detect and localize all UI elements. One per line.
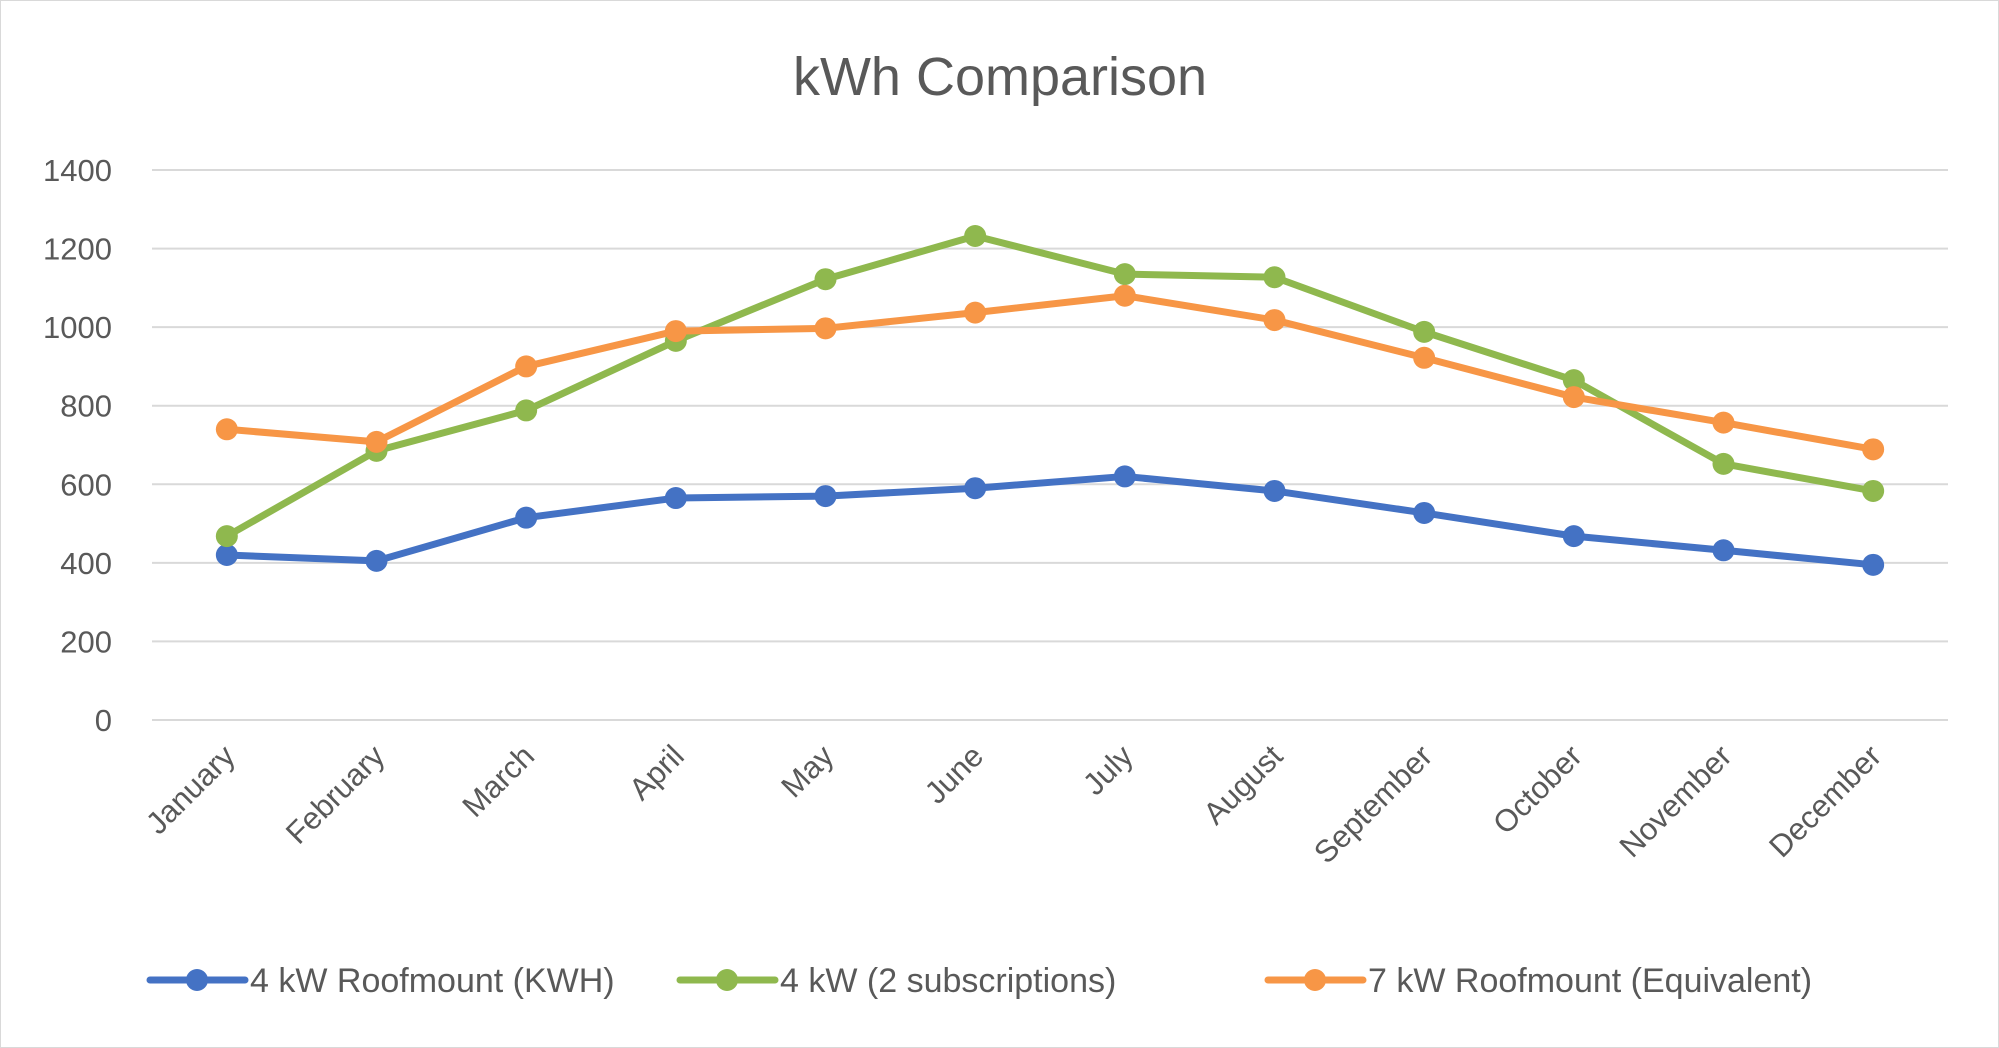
legend-swatch-marker [1304,969,1326,991]
data-point [215,418,238,441]
x-tick-label: February [279,738,392,851]
series-2 [215,225,1885,548]
x-tick-label: June [918,738,990,810]
data-point [365,549,388,572]
data-point [814,268,837,291]
x-axis: January February March April May June July Augu… [139,738,1888,870]
data-point [365,430,388,453]
data-point [964,477,987,500]
data-point [964,225,987,247]
y-axis: 0 200 400 600 800 1000 1200 1400 [43,153,112,738]
series-line [223,472,1877,569]
data-point [1562,369,1585,392]
data-point [964,301,987,324]
data-point [1862,438,1885,461]
data-point [1113,284,1136,307]
legend: 4 kW Roofmount (KWH) 4 kW (2 subscription… [146,962,1812,1000]
data-point [814,317,837,340]
legend-label: 7 kW Roofmount (Equivalent) [1368,962,1812,1000]
data-point [1862,553,1885,576]
data-point [1862,479,1885,502]
data-point [215,544,238,566]
x-tick-label: October [1486,738,1589,841]
data-point [1413,501,1436,524]
data-point [515,506,538,529]
data-point [1413,346,1436,369]
y-tick-label: 1000 [43,310,112,345]
data-point [515,399,538,422]
data-point [1562,525,1585,548]
legend-label: 4 kW Roofmount (KWH) [250,962,615,1000]
x-tick-label: August [1196,738,1289,831]
x-tick-label: December [1762,738,1888,864]
series-group [215,225,1885,576]
legend-item-1: 4 kW Roofmount (KWH) [146,962,615,1000]
series-line [223,292,1877,453]
x-tick-label: January [139,738,242,841]
data-point [1113,465,1136,488]
x-tick-label: September [1307,738,1439,870]
x-tick-label: July [1076,738,1140,802]
y-tick-label: 1400 [43,153,112,188]
x-tick-label: March [455,738,541,824]
x-tick-label: November [1613,738,1739,864]
data-point [814,485,837,508]
legend-item-3: 7 kW Roofmount (Equivalent) [1264,962,1812,1000]
series-line [223,232,1877,540]
y-tick-label: 800 [60,389,112,424]
data-point [1113,263,1136,286]
data-point [1562,386,1585,409]
data-point [1263,479,1286,502]
data-point [664,320,687,343]
x-tick-label: May [774,738,841,805]
data-point [215,525,238,548]
legend-item-2: 4 kW (2 subscriptions) [676,962,1116,1000]
x-tick-label: April [622,738,691,807]
y-tick-label: 600 [60,467,112,502]
series-3 [215,284,1885,461]
data-point [1712,452,1735,475]
legend-swatch-marker [716,969,738,991]
legend-swatch-marker [186,969,208,991]
data-point [515,355,538,378]
y-tick-label: 1200 [43,232,112,267]
y-tick-label: 0 [95,703,112,738]
data-point [1712,411,1735,434]
y-tick-label: 200 [60,624,112,659]
data-point [1712,539,1735,562]
series-1 [215,465,1885,576]
data-point [664,487,687,510]
y-tick-label: 400 [60,546,112,581]
chart-title: kWh Comparison [793,47,1207,107]
data-point [1413,320,1436,343]
legend-label: 4 kW (2 subscriptions) [780,962,1116,1000]
data-point [1263,309,1286,332]
data-point [1263,266,1286,289]
